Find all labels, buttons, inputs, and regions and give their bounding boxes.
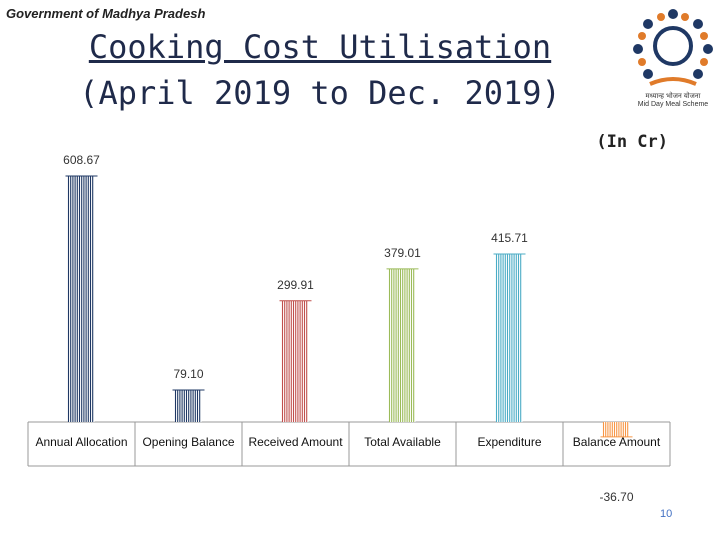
- category-label: Received Amount: [248, 435, 343, 449]
- bar: [386, 268, 419, 422]
- government-label: Government of Madhya Pradesh: [6, 6, 206, 21]
- mid-day-meal-logo-icon: [633, 9, 713, 86]
- data-label: 379.01: [384, 246, 421, 260]
- logo-text-hindi: मध्यान्ह भोजन योजना: [645, 93, 701, 100]
- logo-text-english: Mid Day Meal Scheme: [637, 101, 709, 108]
- bar: [172, 389, 205, 422]
- category-label: Total Available: [364, 435, 441, 449]
- page-number: 10: [660, 508, 673, 520]
- category-label: Balance Amount: [573, 435, 661, 449]
- category-label: Expenditure: [477, 435, 541, 449]
- data-label: -36.70: [599, 490, 633, 504]
- bar: [65, 175, 98, 422]
- unit-label: (In Cr): [596, 132, 668, 152]
- data-label: 608.67: [63, 153, 100, 167]
- category-label: Annual Allocation: [35, 435, 127, 449]
- data-label: 415.71: [491, 231, 528, 245]
- bar: [493, 253, 526, 422]
- category-label: Opening Balance: [142, 435, 234, 449]
- data-label: 299.91: [277, 278, 314, 292]
- bar: [279, 300, 312, 422]
- bar: [600, 422, 633, 438]
- data-label: 79.10: [173, 367, 203, 381]
- page-subtitle: (April 2019 to Dec. 2019): [79, 74, 561, 112]
- page-title: Cooking Cost Utilisation: [88, 28, 552, 66]
